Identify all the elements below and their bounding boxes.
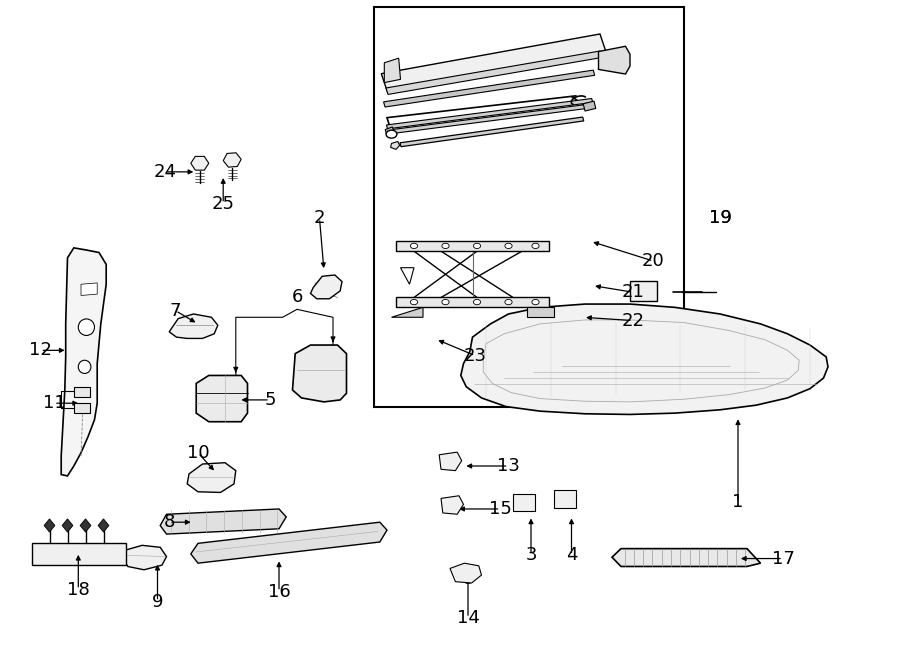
Text: 16: 16 [267,582,291,601]
Polygon shape [612,549,760,566]
Polygon shape [187,463,236,492]
Text: 19: 19 [708,209,732,227]
Polygon shape [384,58,400,83]
Polygon shape [392,307,423,317]
Polygon shape [122,545,166,570]
Circle shape [473,299,481,305]
Polygon shape [441,496,464,514]
Polygon shape [196,375,248,422]
Ellipse shape [78,319,94,335]
Polygon shape [74,387,90,397]
Text: 18: 18 [67,580,90,599]
Polygon shape [32,543,126,565]
Polygon shape [81,283,97,295]
Polygon shape [191,522,387,563]
Polygon shape [461,304,828,414]
Polygon shape [526,307,554,317]
Circle shape [442,243,449,249]
Text: 1: 1 [733,493,743,512]
Polygon shape [583,101,596,111]
Text: 9: 9 [152,592,163,611]
Bar [374,7,684,407]
Circle shape [505,299,512,305]
Polygon shape [513,494,535,511]
Text: 5: 5 [265,391,275,409]
Polygon shape [598,46,630,74]
Text: 21: 21 [621,283,644,301]
Text: 13: 13 [497,457,520,475]
Text: 3: 3 [526,546,536,564]
Text: 25: 25 [212,194,235,213]
Polygon shape [160,509,286,534]
Circle shape [532,243,539,249]
Polygon shape [191,157,209,170]
Polygon shape [400,117,584,147]
Polygon shape [439,452,462,471]
Polygon shape [396,297,549,307]
Polygon shape [44,519,55,532]
Text: 11: 11 [42,394,66,412]
Polygon shape [382,34,606,92]
Polygon shape [223,153,241,167]
Text: 22: 22 [621,311,644,330]
Text: 4: 4 [566,546,577,564]
Polygon shape [386,51,602,95]
Text: 12: 12 [29,341,52,360]
Text: 19: 19 [708,209,732,227]
Polygon shape [310,275,342,299]
Text: 2: 2 [314,209,325,227]
Text: 14: 14 [456,609,480,627]
Polygon shape [292,345,346,402]
Polygon shape [61,248,106,476]
Polygon shape [383,70,595,107]
Circle shape [505,243,512,249]
Ellipse shape [78,360,91,373]
Polygon shape [169,314,218,338]
Text: 24: 24 [153,163,176,181]
Text: 23: 23 [464,346,487,365]
Polygon shape [386,98,593,129]
Circle shape [386,130,397,138]
Polygon shape [98,519,109,532]
Circle shape [442,299,449,305]
Circle shape [410,243,418,249]
Circle shape [532,299,539,305]
Text: 10: 10 [186,444,210,462]
Text: 17: 17 [771,549,795,568]
Polygon shape [554,490,576,508]
Text: 6: 6 [292,288,302,307]
Polygon shape [391,141,400,149]
Text: 20: 20 [642,252,665,270]
Polygon shape [385,127,394,136]
Text: 8: 8 [164,513,175,531]
Circle shape [473,243,481,249]
Text: 7: 7 [170,301,181,320]
Circle shape [410,299,418,305]
Polygon shape [450,563,482,583]
Polygon shape [396,241,549,251]
Text: 15: 15 [489,500,512,518]
Polygon shape [80,519,91,532]
Polygon shape [400,268,414,284]
Polygon shape [630,281,657,301]
Polygon shape [386,104,593,134]
Polygon shape [74,403,90,413]
Polygon shape [62,519,73,532]
